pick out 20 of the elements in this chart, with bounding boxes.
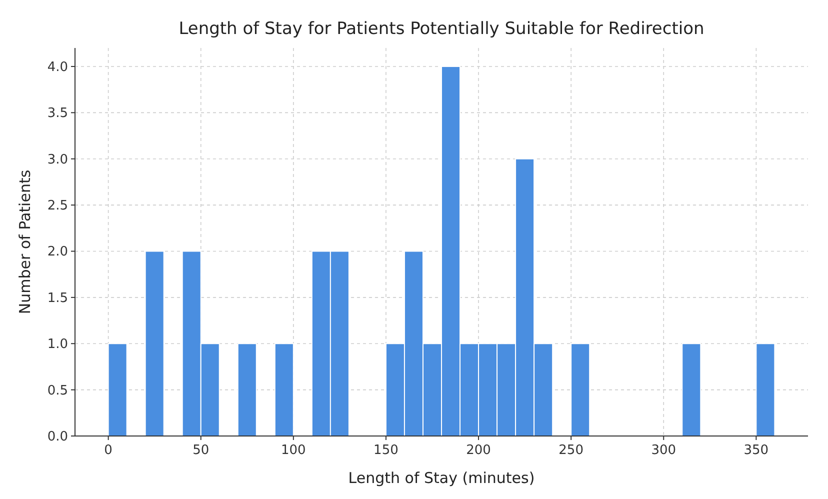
x-tick-label: 350: [744, 443, 769, 458]
y-tick-label: 1.5: [47, 290, 68, 306]
x-axis-title: Length of Stay (minutes): [348, 469, 535, 487]
x-tick-label: 100: [281, 443, 306, 458]
y-axis-title: Number of Patients: [16, 170, 34, 314]
x-tick-label: 300: [651, 443, 676, 458]
y-tick-label: 0.0: [47, 430, 68, 444]
chart-title: Length of Stay for Patients Potentially Suitable for Redirection: [178, 19, 704, 39]
x-tick-label: 50: [192, 443, 210, 458]
y-tick-label: 4.0: [47, 60, 68, 75]
y-tick-label: 1.0: [47, 337, 68, 352]
x-tick-label: 150: [374, 443, 398, 458]
x-tick-label: 0: [104, 443, 112, 458]
y-tick-label: 3.5: [47, 106, 68, 122]
x-tick-label: 250: [558, 443, 584, 458]
y-tick-label: 2.0: [47, 244, 68, 260]
x-tick-label: 200: [466, 443, 491, 458]
y-tick-label: 2.5: [47, 198, 68, 214]
y-tick-label: 0.5: [47, 383, 68, 398]
y-tick-label: 3.0: [47, 152, 68, 168]
